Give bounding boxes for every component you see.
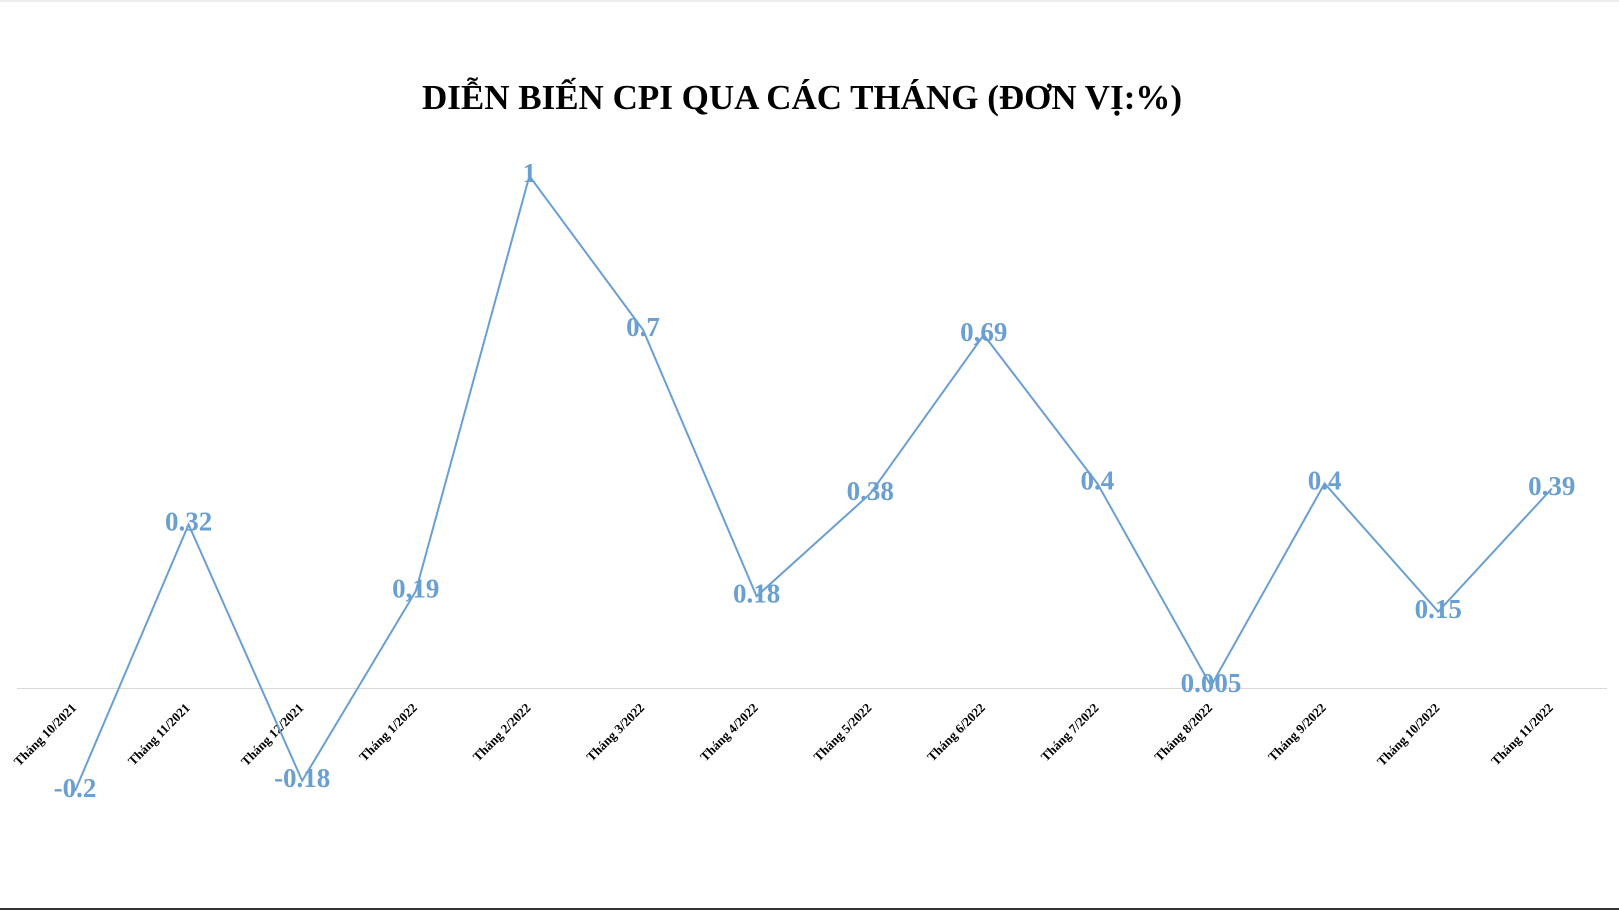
x-tick-label: Tháng 8/2022: [1151, 700, 1215, 764]
data-label: 0.18: [733, 578, 780, 608]
x-tick-label: Tháng 12/2021: [238, 700, 307, 769]
x-tick-label: Tháng 4/2022: [697, 700, 761, 764]
x-tick-label: Tháng 11/2022: [1488, 700, 1556, 768]
data-label: 0.32: [165, 507, 212, 537]
data-label: 0.4: [1081, 466, 1115, 496]
data-label: 0.005: [1181, 668, 1242, 698]
x-tick-label: Tháng 9/2022: [1265, 700, 1329, 764]
line: [74, 173, 1553, 792]
x-tick-label: Tháng 3/2022: [583, 700, 647, 764]
x-tick-label: Tháng 5/2022: [810, 700, 874, 764]
data-label: 0.4: [1308, 466, 1342, 496]
x-tick-label: Tháng 10/2021: [11, 700, 80, 769]
data-label: 0.7: [626, 312, 660, 342]
data-label: 0,69: [960, 317, 1007, 347]
data-label: -0.18: [274, 763, 330, 793]
x-tick-label: Tháng 2/2022: [470, 700, 534, 764]
data-label: -0.2: [54, 773, 97, 803]
x-tick-label: Tháng 11/2021: [125, 700, 193, 768]
data-label: 1: [523, 158, 537, 188]
chart-title: DIỄN BIẾN CPI QUA CÁC THÁNG (ĐƠN VỊ:%): [422, 76, 1182, 117]
data-label: 0.15: [1415, 594, 1462, 624]
x-tick-label: Tháng 7/2022: [1038, 700, 1102, 764]
x-tick-label: Tháng 10/2022: [1374, 700, 1443, 769]
data-label: 0.39: [1528, 471, 1575, 501]
x-tick-label: Tháng 1/2022: [356, 700, 420, 764]
x-tick-label: Tháng 6/2022: [924, 700, 988, 764]
data-label: 0.38: [847, 476, 894, 506]
data-label: 0,19: [392, 573, 439, 603]
